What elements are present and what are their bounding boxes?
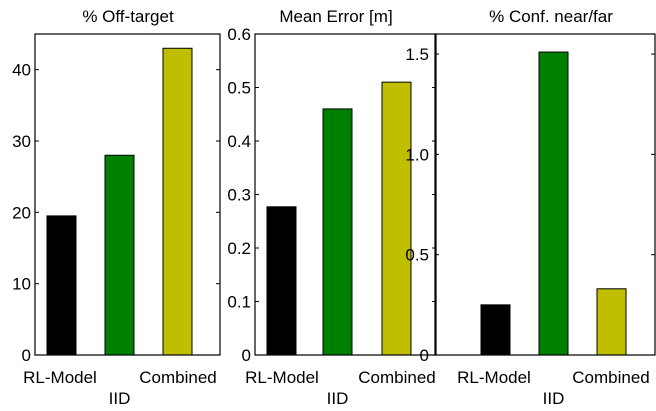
bar-2 [538,51,569,356]
panel-1: % Off-target 0 10 20 30 40 RL-Model Combined IID [12,7,221,408]
panel-title: % Off-target [82,7,174,26]
y-tick-label: 0 [22,346,31,365]
y-tick-label: 0.3 [227,186,251,205]
axes-frame [434,33,656,356]
category-label: RL-Model [23,368,97,387]
y-tick-label: 0.6 [227,25,251,44]
y-tick-label: 0 [242,346,251,365]
bar-3 [162,47,193,356]
bar-1 [480,304,511,356]
bar-3 [381,81,412,356]
x-axis-label: IID [109,389,131,408]
category-label: RL-Model [457,368,531,387]
y-tick-label: 20 [12,203,31,222]
category-label: RL-Model [245,368,319,387]
x-axis-label: IID [327,389,349,408]
category-label: Combined [358,368,436,387]
y-tick-label: 10 [12,275,31,294]
panel-3: % Conf. near/far 0 0.5 1.0 1.5 RL-Model Combin… [405,7,656,408]
panel-title: % Conf. near/far [489,7,613,26]
axes-frame [34,33,221,356]
y-tick-label: 1.0 [405,145,429,164]
bar-1 [266,206,297,356]
y-tick-label: 30 [12,132,31,151]
y-tick-label: 0.5 [227,79,251,98]
y-tick-label: 0.2 [227,239,251,258]
y-tick-label: 40 [12,61,31,80]
category-label: Combined [139,368,217,387]
panel-2: Mean Error [m] 0 0.1 0.2 0.3 0.4 0.5 0.6 RL-Mode… [227,7,437,408]
bar-3 [596,288,627,356]
bar-2 [104,154,135,356]
bar-2 [322,108,353,356]
y-tick-label: 0.4 [227,132,251,151]
bar-1 [46,215,77,356]
y-tick-label: 0.1 [227,293,251,312]
y-tick-label: 0 [420,346,429,365]
y-tick-label: 0.5 [405,246,429,265]
y-tick-label: 1.5 [405,45,429,64]
x-axis-label: IID [543,389,565,408]
category-label: Combined [572,368,650,387]
panel-title: Mean Error [m] [279,7,392,26]
